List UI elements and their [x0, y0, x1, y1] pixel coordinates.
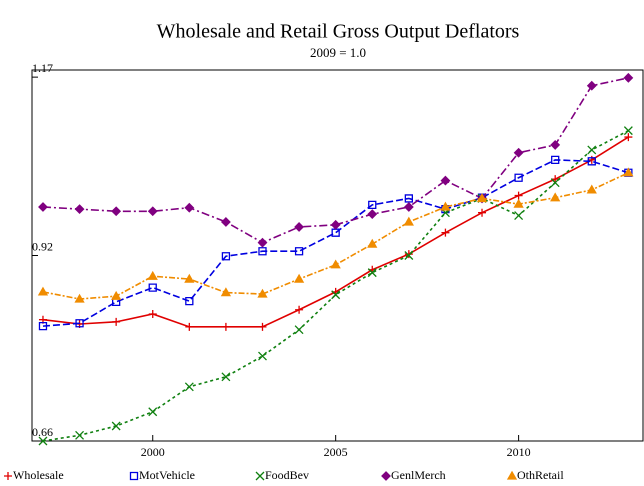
point-marker: [513, 147, 524, 158]
y-tick-label: 0.92: [32, 239, 53, 253]
point-marker: [403, 216, 414, 226]
legend-label: GenlMerch: [391, 468, 446, 482]
point-marker: [185, 322, 194, 331]
point-marker: [258, 351, 267, 361]
legend-label: MotVehicle: [139, 468, 195, 482]
series-line: [42, 129, 629, 442]
point-marker: [514, 211, 524, 221]
point-marker: [74, 293, 85, 303]
y-tick-label: 1.17: [32, 61, 53, 75]
point-marker: [38, 321, 48, 331]
point-marker: [623, 167, 634, 177]
point-marker: [404, 251, 414, 260]
point-marker: [75, 430, 85, 440]
legend-marker: [506, 470, 518, 480]
point-marker: [550, 192, 561, 202]
point-marker: [257, 237, 268, 248]
point-marker: [404, 194, 413, 203]
point-marker: [440, 175, 451, 186]
point-marker: [367, 209, 378, 220]
series-line: [42, 77, 629, 244]
point-marker: [221, 322, 230, 331]
point-marker: [111, 206, 122, 217]
point-marker: [331, 228, 340, 237]
point-marker: [148, 283, 157, 292]
point-marker: [623, 126, 633, 136]
legend-marker: [4, 472, 12, 480]
point-marker: [293, 273, 305, 283]
point-marker: [295, 305, 304, 314]
point-marker: [550, 139, 561, 150]
point-marker: [624, 133, 633, 142]
x-tick-label: 2000: [141, 445, 165, 459]
point-marker: [513, 198, 524, 208]
legend-marker: [255, 471, 265, 481]
point-marker: [38, 202, 48, 212]
legend-label: OthRetail: [517, 468, 564, 482]
point-marker: [74, 204, 85, 215]
point-marker: [404, 250, 413, 259]
point-marker: [220, 217, 231, 227]
point-marker: [37, 286, 49, 296]
point-marker: [258, 322, 267, 331]
point-marker: [184, 273, 195, 283]
chart-title: Wholesale and Retail Gross Output Deflat…: [157, 21, 520, 43]
point-marker: [550, 178, 560, 188]
point-marker: [586, 80, 597, 91]
point-marker: [476, 193, 488, 203]
plot-frame: [31, 69, 644, 442]
point-marker: [147, 270, 158, 280]
legend-marker: [381, 471, 391, 481]
point-marker: [111, 290, 122, 300]
point-marker: [185, 297, 194, 306]
point-marker: [221, 252, 231, 261]
point-marker: [623, 72, 634, 83]
point-marker: [147, 206, 158, 217]
legend-label: FoodBev: [265, 468, 309, 482]
point-marker: [551, 155, 560, 165]
point-marker: [331, 290, 341, 300]
point-marker: [367, 268, 377, 278]
series-line: [42, 159, 629, 327]
point-marker: [367, 238, 378, 248]
point-marker: [148, 407, 158, 417]
point-marker: [586, 184, 597, 194]
point-marker: [330, 219, 341, 230]
point-marker: [111, 421, 121, 431]
point-marker: [184, 382, 194, 392]
point-marker: [478, 208, 487, 217]
point-marker: [330, 259, 341, 269]
point-marker: [38, 436, 48, 446]
x-tick-label: 2010: [507, 445, 531, 459]
point-marker: [514, 173, 523, 182]
point-marker: [258, 247, 267, 256]
y-tick-label: 0.66: [32, 425, 53, 439]
point-marker: [294, 325, 304, 335]
point-marker: [440, 201, 451, 211]
point-marker: [514, 191, 523, 200]
point-marker: [148, 310, 157, 319]
point-marker: [294, 247, 304, 256]
point-marker: [112, 317, 121, 326]
point-marker: [257, 288, 268, 298]
point-marker: [403, 202, 414, 212]
series-line: [42, 172, 629, 300]
point-marker: [75, 319, 84, 328]
x-tick-label: 2005: [324, 445, 348, 459]
point-marker: [221, 372, 231, 382]
legend-marker: [129, 471, 139, 481]
point-marker: [587, 157, 596, 166]
legend-label: Wholesale: [13, 468, 64, 482]
point-marker: [184, 202, 195, 213]
point-marker: [441, 228, 450, 237]
point-marker: [368, 200, 377, 209]
point-marker: [587, 145, 597, 155]
point-marker: [220, 287, 232, 297]
point-marker: [294, 222, 305, 232]
chart-subtitle: 2009 = 1.0: [310, 45, 366, 60]
